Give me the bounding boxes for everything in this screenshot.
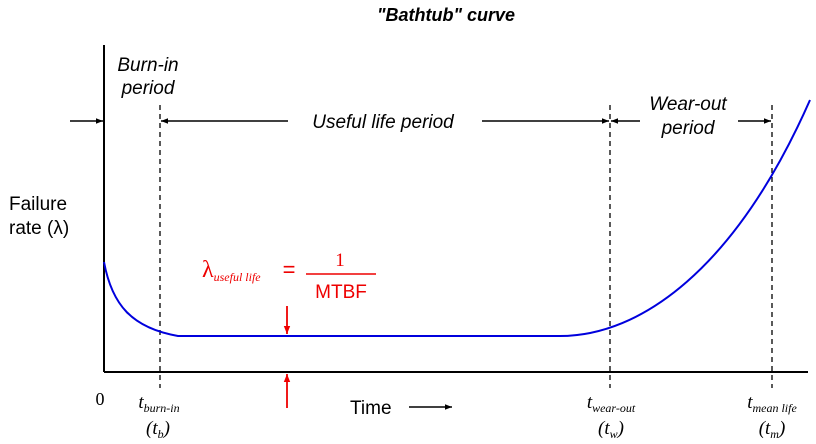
- wear-out-label-line2: period: [661, 118, 716, 139]
- burn-in-label-line1: Burn-in: [117, 55, 178, 76]
- marker-mean-life: tmean life (tm): [747, 392, 797, 441]
- marker-wear-out-symbol: twear-out: [587, 392, 636, 415]
- marker-burn-in-symbol: tburn-in: [138, 392, 179, 415]
- y-axis-label-line2: rate (λ): [9, 218, 69, 239]
- formula-denominator: MTBF: [315, 282, 367, 303]
- marker-mean-life-abbrev: (tm): [759, 418, 786, 441]
- origin-label: 0: [96, 389, 105, 409]
- formula-equals: =: [283, 257, 296, 282]
- wear-out-label-line1: Wear-out: [649, 94, 727, 115]
- marker-burn-in: tburn-in (tb): [138, 392, 179, 441]
- useful-life-formula: λuseful life = 1 MTBF: [202, 250, 376, 303]
- marker-wear-out: twear-out (tw): [587, 392, 636, 441]
- marker-burn-in-abbrev: (tb): [146, 418, 170, 441]
- formula-lambda: λuseful life: [202, 257, 261, 284]
- chart-title: "Bathtub" curve: [377, 5, 515, 25]
- formula-numerator: 1: [335, 250, 345, 271]
- marker-mean-life-symbol: tmean life: [747, 392, 797, 415]
- y-axis-label-line1: Failure: [9, 194, 67, 215]
- burn-in-label-line2: period: [121, 78, 176, 99]
- x-axis-label: Time: [350, 398, 392, 419]
- marker-wear-out-abbrev: (tw): [598, 418, 624, 441]
- bathtub-curve: [103, 99, 811, 337]
- formula-subscript: useful life: [214, 270, 262, 284]
- useful-life-label: Useful life period: [312, 112, 455, 133]
